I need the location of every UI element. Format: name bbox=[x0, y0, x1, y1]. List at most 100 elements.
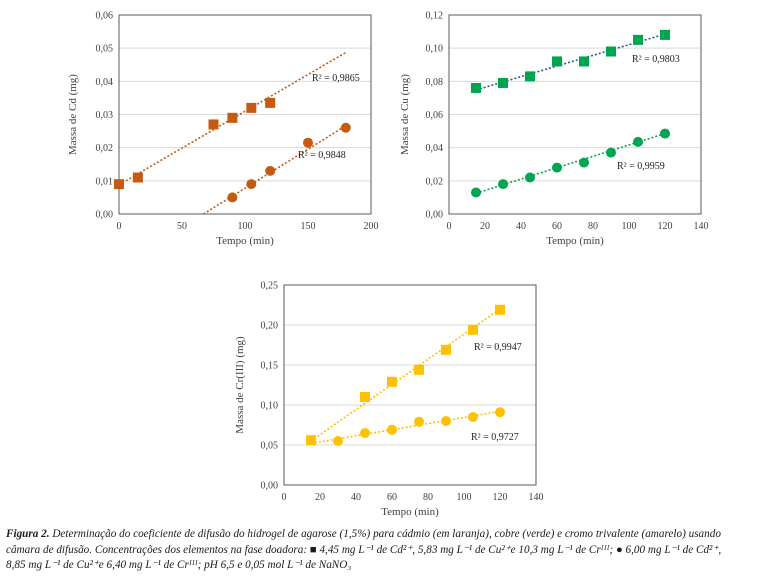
r-squared-label: R² = 0,9959 bbox=[617, 161, 665, 172]
y-tick-label: 0,05 bbox=[261, 441, 279, 452]
figure-caption: Figura 2. Determinação do coeficiente de… bbox=[6, 527, 781, 574]
data-point-square bbox=[227, 112, 238, 123]
data-point-square bbox=[660, 29, 670, 40]
x-tick-label: 20 bbox=[315, 492, 325, 503]
y-tick-label: 0,06 bbox=[96, 11, 114, 22]
data-point-square bbox=[114, 179, 124, 190]
data-point-square bbox=[468, 324, 478, 335]
x-tick-label: 80 bbox=[588, 221, 598, 232]
data-point-circle bbox=[340, 122, 351, 133]
x-tick-label: 140 bbox=[694, 221, 709, 232]
y-tick-label: 0,00 bbox=[96, 210, 114, 221]
y-axis-label: Massa de Cd (mg) bbox=[67, 74, 79, 155]
data-point-square bbox=[525, 71, 535, 82]
data-point-circle bbox=[660, 128, 670, 139]
r-squared-label: R² = 0,9947 bbox=[474, 342, 522, 353]
caption-line-1: Figura 2. Determinação do coeficiente de… bbox=[6, 527, 781, 543]
chart-copper: 0,00 0,02 0,04 0,06 0,08 0,10 0,12 0 20 40 60 80 100… bbox=[399, 11, 709, 248]
data-point-circle bbox=[246, 179, 257, 190]
chart-cadmium: 0,00 0,01 0,02 0,03 0,04 0,05 0,06 0 50 100 150 200… bbox=[67, 11, 379, 248]
data-point-square bbox=[495, 304, 505, 315]
plot-frame bbox=[283, 284, 537, 486]
data-point-circle bbox=[525, 172, 535, 183]
x-tick-label: 60 bbox=[552, 221, 562, 232]
data-point-circle bbox=[633, 136, 643, 147]
caption-label: Figura 2. bbox=[6, 528, 50, 540]
x-tick-label: 40 bbox=[351, 492, 361, 503]
data-point-square bbox=[633, 34, 643, 45]
data-point-square bbox=[306, 435, 316, 446]
data-point-square bbox=[606, 46, 616, 57]
data-point-square bbox=[246, 102, 257, 113]
x-tick-label: 120 bbox=[658, 221, 673, 232]
y-tick-label: 0,10 bbox=[426, 44, 444, 55]
x-tick-label: 100 bbox=[238, 221, 253, 232]
y-tick-label: 0,00 bbox=[261, 481, 279, 492]
plot-frame bbox=[448, 14, 702, 215]
x-tick-label: 50 bbox=[177, 221, 187, 232]
y-tick-label: 0,00 bbox=[426, 210, 444, 221]
data-point-square bbox=[498, 77, 508, 88]
x-tick-label: 150 bbox=[301, 221, 316, 232]
data-point-circle bbox=[360, 428, 370, 438]
x-axis-label: Tempo (min) bbox=[546, 235, 604, 247]
data-point-square bbox=[265, 97, 276, 108]
y-tick-label: 0,20 bbox=[261, 321, 279, 332]
y-tick-label: 0,02 bbox=[96, 143, 114, 154]
y-tick-label: 0,06 bbox=[426, 110, 444, 121]
x-tick-label: 120 bbox=[493, 492, 508, 503]
x-tick-label: 0 bbox=[117, 221, 122, 232]
x-axis-label: Tempo (min) bbox=[381, 506, 439, 518]
x-axis-label: Tempo (min) bbox=[216, 235, 274, 247]
data-point-circle bbox=[606, 147, 616, 158]
chart-chromium: 0,00 0,05 0,10 0,15 0,20 0,25 0 20 40 60 80 100 120 1… bbox=[234, 281, 544, 519]
y-axis-label: Massa de Cu (mg) bbox=[399, 74, 411, 155]
data-point-circle bbox=[227, 192, 238, 203]
y-tick-label: 0,04 bbox=[426, 143, 444, 154]
data-point-square bbox=[360, 392, 370, 402]
caption-text-1: Determinação do coeficiente de difusão d… bbox=[49, 528, 721, 540]
plot-frame bbox=[118, 14, 372, 215]
data-point-square bbox=[552, 56, 562, 67]
data-point-circle bbox=[495, 407, 505, 418]
x-tick-label: 100 bbox=[622, 221, 637, 232]
r-squared-label: R² = 0,9865 bbox=[312, 73, 360, 84]
x-tick-label: 80 bbox=[423, 492, 433, 503]
data-point-square bbox=[471, 82, 481, 93]
data-point-circle bbox=[387, 424, 397, 435]
x-tick-label: 0 bbox=[447, 221, 452, 232]
data-point-square bbox=[414, 364, 424, 375]
caption-line-2: câmara de difusão. Concentrações dos ele… bbox=[6, 543, 722, 556]
caption-line-3: 8,85 mg L⁻¹ de Cu²⁺e 6,40 mg L⁻¹ de Crᴵᴵ… bbox=[6, 559, 352, 571]
r-squared-label: R² = 0,9727 bbox=[471, 432, 519, 443]
data-point-square bbox=[579, 56, 589, 67]
y-tick-label: 0,08 bbox=[426, 77, 444, 88]
data-point-circle bbox=[414, 416, 424, 427]
data-point-circle bbox=[579, 157, 589, 168]
data-point-circle bbox=[468, 412, 478, 422]
y-tick-label: 0,25 bbox=[261, 281, 279, 292]
y-tick-label: 0,01 bbox=[96, 176, 114, 187]
data-point-circle bbox=[441, 416, 451, 426]
r-squared-label: R² = 0,9803 bbox=[632, 54, 680, 65]
data-point-square bbox=[387, 376, 397, 387]
data-point-square bbox=[132, 172, 143, 183]
data-point-circle bbox=[498, 179, 508, 190]
x-tick-label: 60 bbox=[387, 492, 397, 503]
data-point-circle bbox=[303, 137, 313, 148]
y-tick-label: 0,03 bbox=[96, 110, 114, 121]
data-point-square bbox=[208, 119, 219, 130]
x-tick-label: 40 bbox=[516, 221, 526, 232]
x-tick-label: 140 bbox=[529, 492, 544, 503]
r-squared-label: R² = 0,9848 bbox=[298, 150, 346, 161]
data-point-circle bbox=[333, 436, 343, 446]
x-tick-label: 200 bbox=[364, 221, 379, 232]
y-tick-label: 0,10 bbox=[261, 401, 279, 412]
data-point-circle bbox=[471, 187, 481, 198]
figure-canvas: 0,000,010,020,030,040,050,060 50 100 150 200… bbox=[67, 11, 709, 519]
y-tick-label: 0,02 bbox=[426, 176, 444, 187]
x-tick-label: 100 bbox=[457, 492, 472, 503]
y-axis-label: Massa de Cr(III) (mg) bbox=[234, 336, 246, 434]
x-tick-label: 20 bbox=[480, 221, 490, 232]
y-tick-label: 0,04 bbox=[96, 77, 114, 88]
